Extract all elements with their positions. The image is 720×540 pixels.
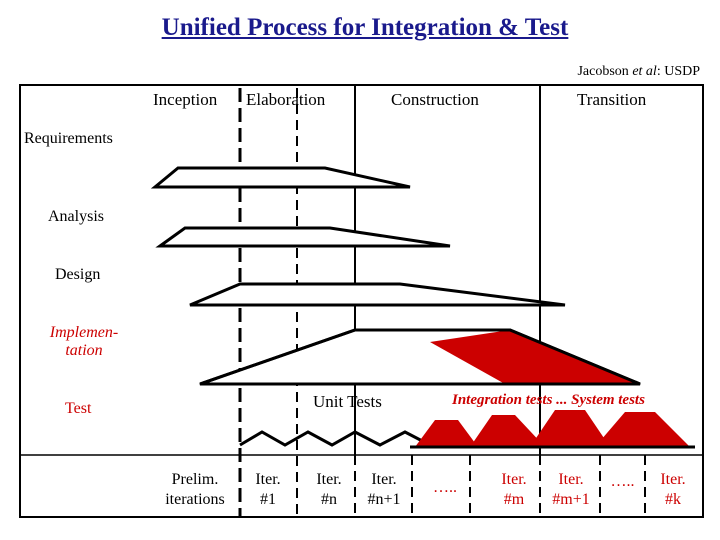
credit-author: Jacobson [577, 64, 629, 79]
iteration-n-plus-1: Iter. #n+1 [367, 471, 401, 508]
unit-tests-label: Unit Tests [313, 392, 382, 411]
iteration-k: Iter. #k [660, 471, 686, 508]
credit-etal: et al [632, 64, 657, 79]
analysis-workflow-shape [155, 226, 451, 248]
iteration-n: Iter. #n [316, 471, 342, 508]
integration-test-hump-1 [415, 420, 478, 447]
phase-inception: Inception [153, 90, 218, 109]
iteration-ellipsis-1: ….. [433, 479, 457, 496]
credit-line: Jacobson et al: USDP [577, 64, 700, 80]
discipline-implementation-line1: Implemen- [49, 324, 119, 341]
integration-label: Integration [445, 338, 516, 354]
phase-elaboration: Elaboration [246, 90, 326, 109]
discipline-analysis: Analysis [48, 208, 104, 225]
diagram-frame [19, 84, 704, 518]
integration-test-hump-4 [595, 412, 690, 447]
requirements-workflow-shape [150, 166, 411, 189]
design-workflow-shape [189, 282, 566, 307]
iteration-m-plus-1: Iter. #m+1 [552, 471, 590, 508]
phase-construction: Construction [391, 90, 479, 109]
integration-test-hump-3 [530, 410, 610, 447]
credit-rest: : USDP [656, 64, 700, 79]
integration-test-hump-2 [470, 415, 545, 447]
iteration-m: Iter. #m [501, 471, 527, 508]
discipline-design: Design [55, 266, 101, 283]
integration-region [430, 330, 640, 384]
unit-test-humps [239, 430, 431, 447]
implementation-outline [199, 328, 641, 386]
page-title: Unified Process for Integration & Test [161, 14, 569, 41]
discipline-test: Test [65, 400, 92, 417]
discipline-implementation-line2: tation [65, 342, 103, 359]
iteration-prelim: Prelim. iterations [165, 471, 225, 508]
iteration-ellipsis-2: ….. [610, 473, 635, 490]
integration-system-tests-label: Integration tests ... System tests [452, 392, 645, 408]
discipline-implementation: Implemen- tation [34, 324, 134, 360]
discipline-requirements: Requirements [24, 130, 113, 147]
iteration-1: Iter. #1 [255, 471, 281, 508]
phase-transition: Transition [577, 90, 647, 109]
